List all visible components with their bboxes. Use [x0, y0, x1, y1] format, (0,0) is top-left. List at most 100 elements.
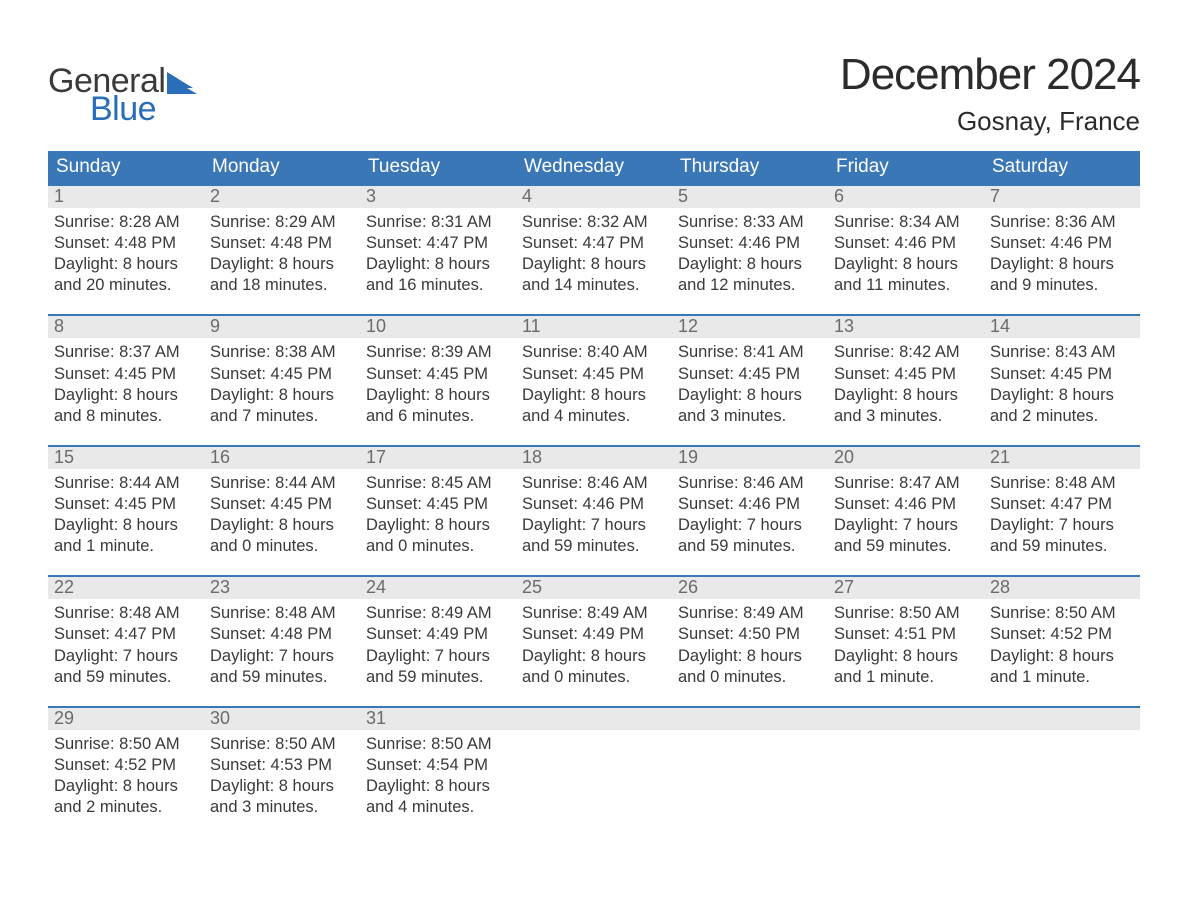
sunrise-text: Sunrise: 8:39 AM	[366, 342, 510, 363]
calendar-day: 12Sunrise: 8:41 AMSunset: 4:45 PMDayligh…	[672, 316, 828, 426]
day-number: 6	[828, 186, 984, 208]
daylight-line2: and 59 minutes.	[834, 536, 978, 557]
daylight-line1: Daylight: 8 hours	[54, 385, 198, 406]
day-number: 10	[360, 316, 516, 338]
weekday-header: Wednesday	[516, 151, 672, 184]
sunset-text: Sunset: 4:46 PM	[678, 494, 822, 515]
daylight-line2: and 4 minutes.	[366, 797, 510, 818]
daylight-line1: Daylight: 8 hours	[210, 776, 354, 797]
daylight-line1: Daylight: 8 hours	[366, 515, 510, 536]
sunrise-text: Sunrise: 8:48 AM	[54, 603, 198, 624]
daylight-line1: Daylight: 7 hours	[210, 646, 354, 667]
calendar-day: 15Sunrise: 8:44 AMSunset: 4:45 PMDayligh…	[48, 447, 204, 557]
calendar-day: 16Sunrise: 8:44 AMSunset: 4:45 PMDayligh…	[204, 447, 360, 557]
sunrise-text: Sunrise: 8:32 AM	[522, 212, 666, 233]
daylight-line1: Daylight: 8 hours	[54, 254, 198, 275]
daylight-line1: Daylight: 8 hours	[210, 515, 354, 536]
day-details: Sunrise: 8:44 AMSunset: 4:45 PMDaylight:…	[48, 469, 204, 557]
day-number: 27	[828, 577, 984, 599]
day-number: 9	[204, 316, 360, 338]
day-number: 13	[828, 316, 984, 338]
sunrise-text: Sunrise: 8:46 AM	[678, 473, 822, 494]
weekday-header: Sunday	[48, 151, 204, 184]
daylight-line2: and 18 minutes.	[210, 275, 354, 296]
sunset-text: Sunset: 4:45 PM	[210, 494, 354, 515]
day-number: 30	[204, 708, 360, 730]
day-details: Sunrise: 8:47 AMSunset: 4:46 PMDaylight:…	[828, 469, 984, 557]
sunrise-text: Sunrise: 8:50 AM	[990, 603, 1134, 624]
sunrise-text: Sunrise: 8:40 AM	[522, 342, 666, 363]
daylight-line1: Daylight: 8 hours	[990, 254, 1134, 275]
sunset-text: Sunset: 4:49 PM	[366, 624, 510, 645]
calendar-week: 15Sunrise: 8:44 AMSunset: 4:45 PMDayligh…	[48, 445, 1140, 557]
day-details: Sunrise: 8:50 AMSunset: 4:52 PMDaylight:…	[48, 730, 204, 818]
sunrise-text: Sunrise: 8:47 AM	[834, 473, 978, 494]
day-details: Sunrise: 8:49 AMSunset: 4:50 PMDaylight:…	[672, 599, 828, 687]
sunset-text: Sunset: 4:52 PM	[990, 624, 1134, 645]
daylight-line1: Daylight: 8 hours	[366, 385, 510, 406]
day-details: Sunrise: 8:46 AMSunset: 4:46 PMDaylight:…	[672, 469, 828, 557]
sunrise-text: Sunrise: 8:46 AM	[522, 473, 666, 494]
day-number: 25	[516, 577, 672, 599]
calendar-day: 1Sunrise: 8:28 AMSunset: 4:48 PMDaylight…	[48, 186, 204, 296]
daylight-line1: Daylight: 8 hours	[522, 646, 666, 667]
daylight-line2: and 11 minutes.	[834, 275, 978, 296]
sunset-text: Sunset: 4:46 PM	[834, 494, 978, 515]
day-details: Sunrise: 8:50 AMSunset: 4:52 PMDaylight:…	[984, 599, 1140, 687]
sunset-text: Sunset: 4:45 PM	[366, 494, 510, 515]
calendar-day	[984, 708, 1140, 818]
sunrise-text: Sunrise: 8:43 AM	[990, 342, 1134, 363]
day-number: 11	[516, 316, 672, 338]
flag-icon	[167, 72, 197, 94]
heading-block: December 2024 Gosnay, France	[840, 50, 1140, 137]
sunrise-text: Sunrise: 8:31 AM	[366, 212, 510, 233]
logo-text-blue: Blue	[48, 92, 197, 126]
day-details: Sunrise: 8:29 AMSunset: 4:48 PMDaylight:…	[204, 208, 360, 296]
day-details: Sunrise: 8:32 AMSunset: 4:47 PMDaylight:…	[516, 208, 672, 296]
daylight-line1: Daylight: 7 hours	[522, 515, 666, 536]
day-number: 19	[672, 447, 828, 469]
day-number: 7	[984, 186, 1140, 208]
calendar-day: 26Sunrise: 8:49 AMSunset: 4:50 PMDayligh…	[672, 577, 828, 687]
sunrise-text: Sunrise: 8:48 AM	[990, 473, 1134, 494]
sunset-text: Sunset: 4:45 PM	[990, 364, 1134, 385]
sunset-text: Sunset: 4:50 PM	[678, 624, 822, 645]
daylight-line1: Daylight: 7 hours	[366, 646, 510, 667]
daylight-line1: Daylight: 8 hours	[990, 646, 1134, 667]
sunset-text: Sunset: 4:47 PM	[522, 233, 666, 254]
logo: General Blue	[48, 50, 197, 126]
sunset-text: Sunset: 4:46 PM	[834, 233, 978, 254]
day-number: 26	[672, 577, 828, 599]
day-details: Sunrise: 8:48 AMSunset: 4:48 PMDaylight:…	[204, 599, 360, 687]
daylight-line1: Daylight: 7 hours	[54, 646, 198, 667]
sunset-text: Sunset: 4:47 PM	[990, 494, 1134, 515]
calendar-day	[672, 708, 828, 818]
daylight-line2: and 3 minutes.	[834, 406, 978, 427]
daylight-line2: and 2 minutes.	[990, 406, 1134, 427]
day-details: Sunrise: 8:31 AMSunset: 4:47 PMDaylight:…	[360, 208, 516, 296]
day-number: 12	[672, 316, 828, 338]
day-number	[828, 708, 984, 730]
day-details: Sunrise: 8:40 AMSunset: 4:45 PMDaylight:…	[516, 338, 672, 426]
day-number: 24	[360, 577, 516, 599]
day-details: Sunrise: 8:50 AMSunset: 4:54 PMDaylight:…	[360, 730, 516, 818]
sunrise-text: Sunrise: 8:37 AM	[54, 342, 198, 363]
daylight-line2: and 59 minutes.	[678, 536, 822, 557]
day-details: Sunrise: 8:36 AMSunset: 4:46 PMDaylight:…	[984, 208, 1140, 296]
daylight-line2: and 1 minute.	[990, 667, 1134, 688]
daylight-line1: Daylight: 7 hours	[834, 515, 978, 536]
sunrise-text: Sunrise: 8:50 AM	[834, 603, 978, 624]
day-number	[516, 708, 672, 730]
calendar-week: 29Sunrise: 8:50 AMSunset: 4:52 PMDayligh…	[48, 706, 1140, 818]
daylight-line1: Daylight: 8 hours	[210, 254, 354, 275]
day-number: 3	[360, 186, 516, 208]
day-details: Sunrise: 8:39 AMSunset: 4:45 PMDaylight:…	[360, 338, 516, 426]
calendar-day	[516, 708, 672, 818]
sunset-text: Sunset: 4:48 PM	[54, 233, 198, 254]
day-number: 29	[48, 708, 204, 730]
daylight-line2: and 59 minutes.	[366, 667, 510, 688]
day-number: 4	[516, 186, 672, 208]
daylight-line1: Daylight: 8 hours	[522, 385, 666, 406]
daylight-line2: and 20 minutes.	[54, 275, 198, 296]
sunset-text: Sunset: 4:45 PM	[54, 494, 198, 515]
